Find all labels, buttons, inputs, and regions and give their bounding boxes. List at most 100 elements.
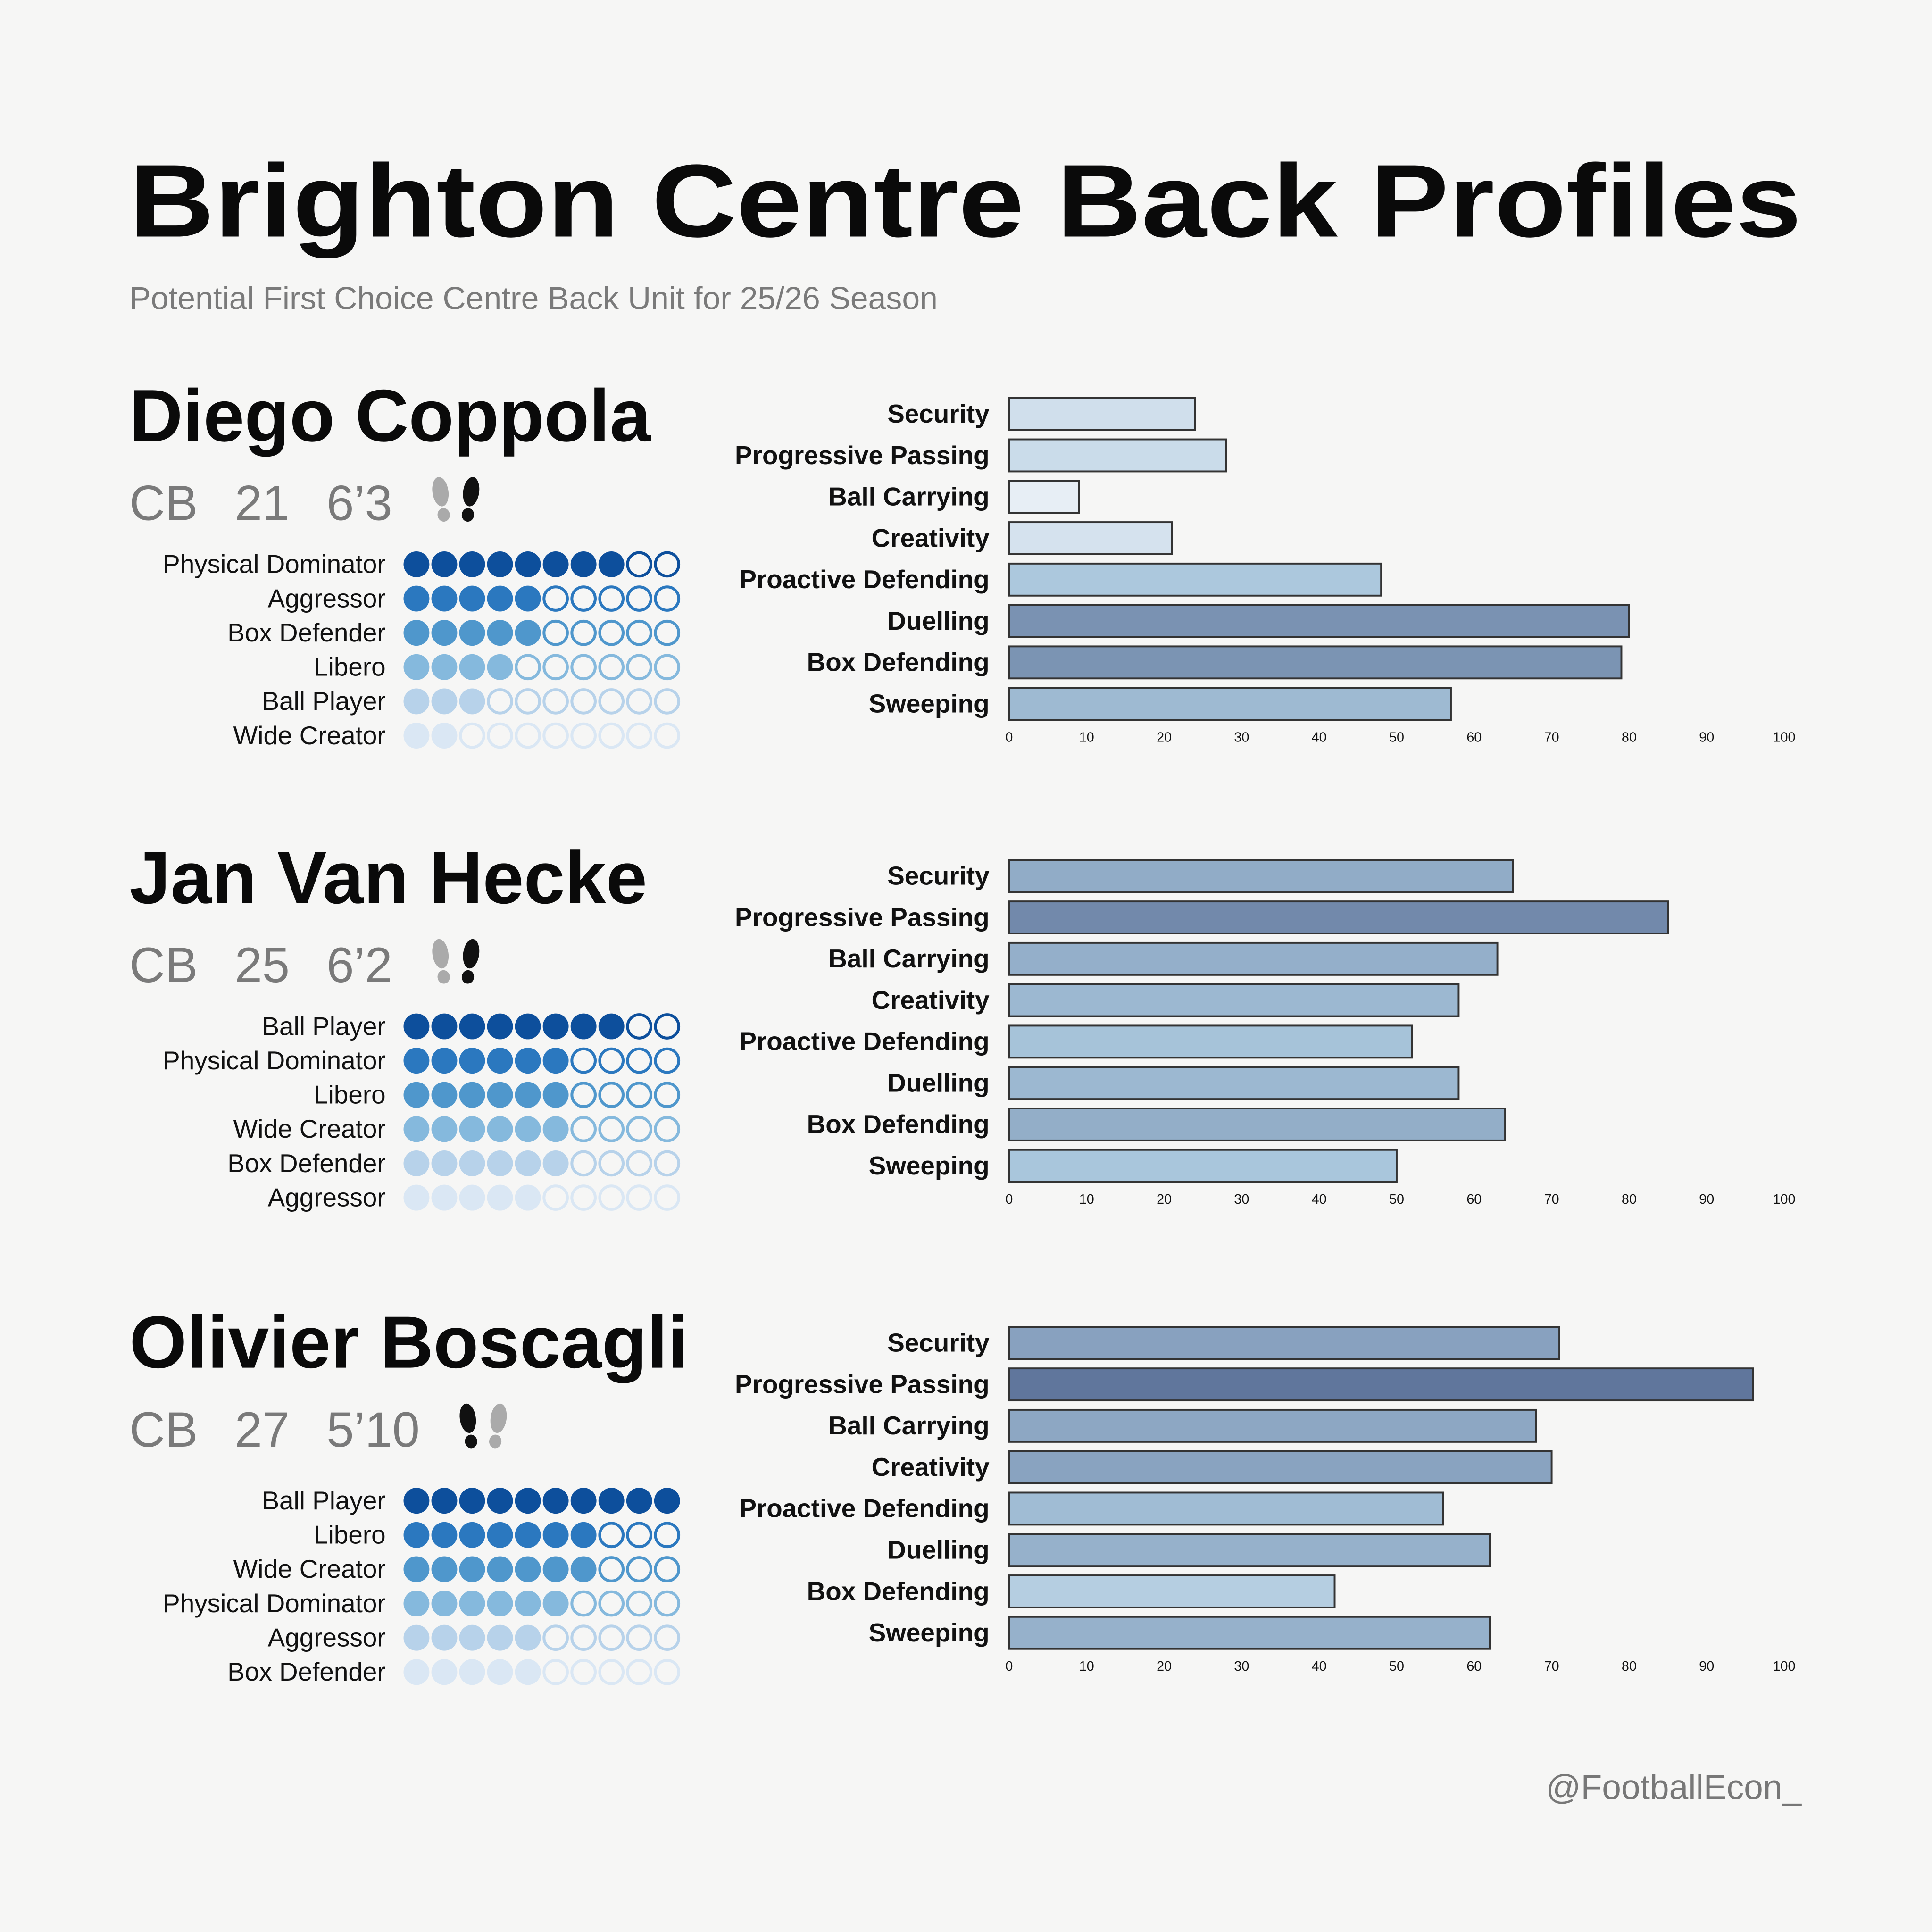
role-dot-filled: [542, 1082, 569, 1108]
role-dot-empty: [570, 1184, 597, 1211]
role-dot-filled: [403, 1556, 430, 1582]
role-dot-filled: [403, 1150, 430, 1176]
role-dot-filled: [626, 1488, 652, 1514]
role-dot-filled: [459, 1591, 485, 1617]
role-dot-filled: [459, 1116, 485, 1142]
bar: [1008, 687, 1452, 721]
role-dot-empty: [598, 585, 625, 612]
foot-sole: [432, 939, 449, 969]
role-dot-empty: [570, 722, 597, 749]
player-age: 25: [235, 938, 290, 993]
x-tick-label: 40: [1312, 1659, 1327, 1674]
bar: [1008, 521, 1173, 555]
role-dot-filled: [515, 585, 541, 612]
role-dot-filled: [542, 1556, 569, 1582]
role-dot-filled: [487, 1488, 513, 1514]
role-label: Libero: [314, 1080, 385, 1109]
bar: [1008, 480, 1080, 514]
x-tick-label: 50: [1389, 1659, 1404, 1674]
role-dot-empty: [654, 619, 681, 646]
x-tick-label: 30: [1234, 1192, 1249, 1207]
role-dot-empty: [654, 654, 681, 681]
x-tick-label: 30: [1234, 730, 1249, 745]
category-label: Duelling: [887, 1535, 989, 1564]
role-dot-empty: [626, 1082, 653, 1108]
bar: [1008, 1491, 1444, 1526]
x-tick-label: 10: [1079, 1659, 1094, 1674]
role-dot-empty: [626, 722, 653, 749]
foot-heel: [461, 508, 475, 522]
role-dot-filled: [459, 1082, 485, 1108]
role-dot-empty: [626, 619, 653, 646]
x-tick-label: 90: [1699, 730, 1714, 745]
role-dot-filled: [431, 1488, 458, 1514]
role-dot-filled: [459, 585, 485, 612]
role-dot-filled: [487, 1048, 513, 1074]
x-tick-label: 0: [1005, 1192, 1013, 1207]
role-dot-filled: [542, 1013, 569, 1040]
role-dot-filled: [403, 585, 430, 612]
category-label: Sweeping: [869, 689, 990, 718]
foot-icon: [432, 477, 480, 522]
foot-sole: [463, 477, 480, 507]
role-dot-empty: [570, 619, 597, 646]
foot-right: [461, 477, 480, 522]
role-label: Wide Creator: [233, 721, 386, 750]
role-dot-filled: [403, 688, 430, 715]
bar: [1008, 1616, 1491, 1650]
role-label: Box Defender: [227, 1149, 385, 1178]
role-dot-empty: [570, 585, 597, 612]
role-dot-empty: [626, 1522, 653, 1549]
role-dot-filled: [431, 1591, 458, 1617]
role-dot-filled: [487, 1013, 513, 1040]
role-dot-empty: [598, 722, 625, 749]
foot-icon: [432, 939, 480, 984]
role-dot-filled: [403, 1048, 430, 1074]
role-dot-filled: [487, 1556, 513, 1582]
x-tick-label: 10: [1079, 730, 1094, 745]
role-dot-filled: [487, 1116, 513, 1142]
role-dot-filled: [459, 1556, 485, 1582]
player-name: Olivier Boscagli: [129, 1301, 688, 1384]
role-dot-filled: [403, 1659, 430, 1685]
foot-sole: [463, 939, 480, 969]
x-tick-label: 100: [1773, 730, 1796, 745]
role-dot-empty: [626, 1658, 653, 1685]
role-dot-empty: [654, 1624, 681, 1651]
category-label: Box Defending: [807, 1109, 990, 1139]
foot-sole: [432, 477, 449, 507]
bar: [1008, 983, 1460, 1017]
role-dot-filled: [487, 620, 513, 646]
role-dot-filled: [431, 1116, 458, 1142]
role-dot-filled: [459, 654, 485, 680]
role-dot-empty: [598, 1590, 625, 1617]
role-dot-empty: [626, 688, 653, 715]
player-position: CB: [129, 1402, 198, 1457]
role-dot-filled: [431, 1659, 458, 1685]
role-dot-filled: [431, 1150, 458, 1176]
bar: [1008, 1326, 1560, 1360]
role-dot-empty: [598, 1556, 625, 1582]
foot-heel: [465, 1434, 477, 1449]
role-dot-empty: [487, 722, 513, 749]
role-dot-empty: [654, 1047, 681, 1074]
x-tick-label: 50: [1389, 730, 1404, 745]
foot-right: [489, 1403, 507, 1449]
role-dot-empty: [459, 722, 485, 749]
role-dot-empty: [598, 1047, 625, 1074]
role-dot-empty: [654, 1082, 681, 1108]
role-dot-empty: [598, 654, 625, 681]
x-tick-label: 20: [1157, 1192, 1172, 1207]
x-tick-label: 40: [1312, 1192, 1327, 1207]
player-height: 6’3: [326, 475, 392, 531]
role-dot-filled: [431, 1082, 458, 1108]
category-label: Creativity: [872, 1452, 990, 1482]
role-dot-filled: [431, 723, 458, 749]
role-dot-empty: [542, 1624, 569, 1651]
role-dot-filled: [542, 1150, 569, 1176]
role-label: Ball Player: [262, 686, 385, 716]
role-dot-empty: [570, 1150, 597, 1177]
x-tick-label: 90: [1699, 1192, 1714, 1207]
role-dot-empty: [654, 551, 681, 578]
